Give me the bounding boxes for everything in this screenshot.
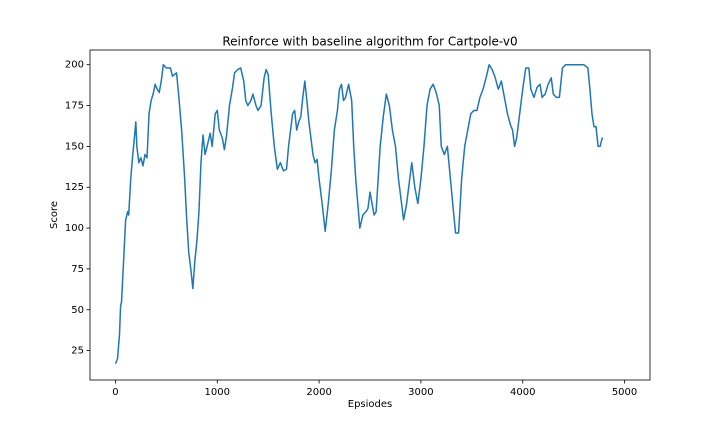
y-tick-label: 50 bbox=[71, 305, 84, 316]
x-tick-label: 1000 bbox=[205, 387, 230, 398]
y-tick-label: 175 bbox=[65, 101, 84, 112]
y-tick-label: 100 bbox=[65, 223, 84, 234]
y-tick-label: 150 bbox=[65, 141, 84, 152]
y-tick-label: 200 bbox=[65, 60, 84, 71]
x-tick-label: 0 bbox=[112, 387, 118, 398]
y-tick-label: 125 bbox=[65, 182, 84, 193]
chart-title: Reinforce with baseline algorithm for Ca… bbox=[222, 35, 517, 49]
x-tick-label: 5000 bbox=[612, 387, 637, 398]
y-tick-label: 25 bbox=[71, 346, 84, 357]
y-axis-label: Score bbox=[49, 201, 60, 229]
x-tick-label: 4000 bbox=[510, 387, 535, 398]
plot-frame bbox=[89, 49, 651, 381]
x-tick-label: 3000 bbox=[408, 387, 433, 398]
x-axis-label: Epsiodes bbox=[348, 399, 392, 410]
y-tick-label: 75 bbox=[71, 264, 84, 275]
data-line bbox=[114, 63, 604, 364]
x-tick-label: 2000 bbox=[306, 387, 331, 398]
